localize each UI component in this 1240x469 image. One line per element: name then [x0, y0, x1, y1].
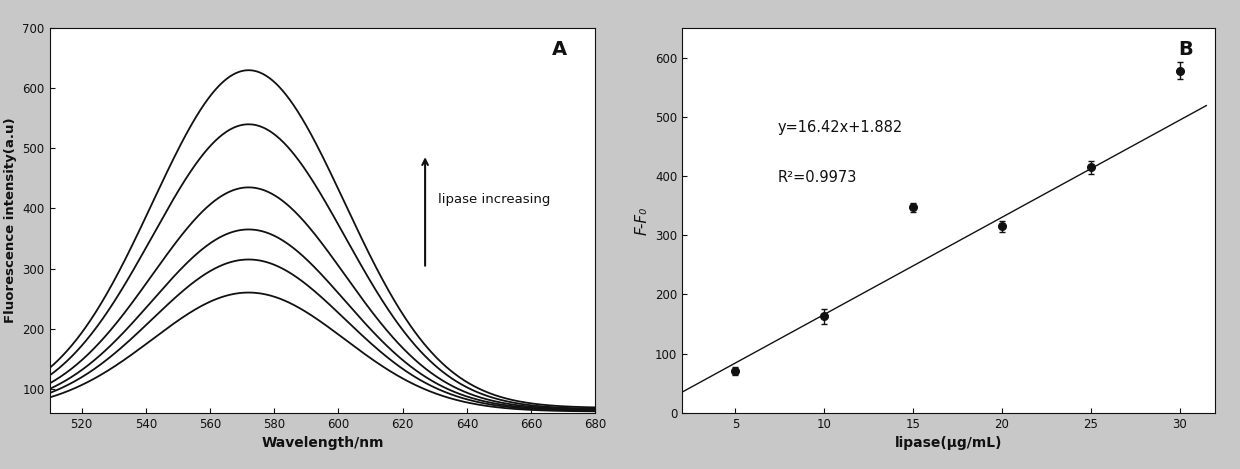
- Text: R²=0.9973: R²=0.9973: [777, 170, 857, 185]
- X-axis label: lipase(μg/mL): lipase(μg/mL): [895, 436, 1002, 450]
- Text: lipase increasing: lipase increasing: [438, 193, 551, 206]
- Text: y=16.42x+1.882: y=16.42x+1.882: [777, 121, 903, 136]
- X-axis label: Wavelength/nm: Wavelength/nm: [262, 436, 383, 450]
- Y-axis label: Fluorescence intensity(a.u): Fluorescence intensity(a.u): [4, 118, 17, 323]
- Text: B: B: [1178, 40, 1193, 59]
- Text: A: A: [552, 40, 567, 59]
- Y-axis label: F-F₀: F-F₀: [635, 206, 650, 234]
